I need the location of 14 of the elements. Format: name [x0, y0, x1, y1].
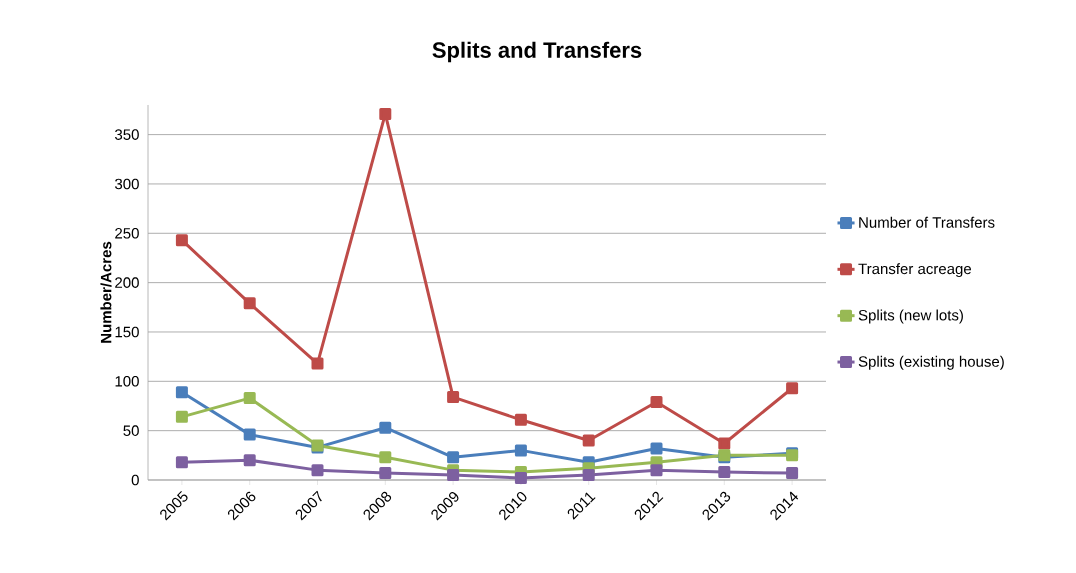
- legend-label: Number of Transfers: [859, 216, 995, 228]
- legend-label: Splits (new lots): [858, 309, 963, 324]
- legend-label: Splits (existing house): [858, 355, 1004, 370]
- y-tick-label: 200: [115, 277, 139, 288]
- legend-label: Transfer acreage: [858, 263, 972, 278]
- y-tick-label: 100: [115, 376, 139, 387]
- chart-title: Splits and Transfers: [432, 41, 642, 63]
- y-tick-label: 150: [115, 326, 139, 338]
- y-tick-label: 50: [123, 425, 139, 436]
- y-tick-label: 300: [115, 178, 139, 190]
- y-tick-label: 250: [115, 227, 139, 239]
- y-axis-title: Number/Acres: [100, 241, 112, 343]
- y-tick-label: 0: [131, 474, 139, 486]
- y-tick-label: 350: [115, 129, 139, 140]
